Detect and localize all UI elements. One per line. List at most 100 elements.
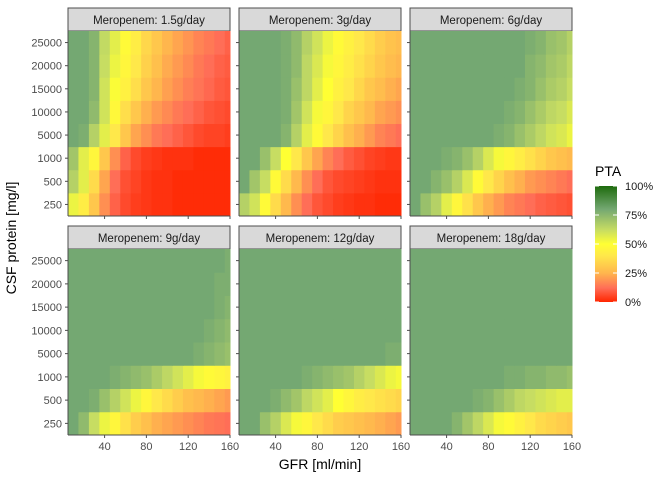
heatmap-tile xyxy=(270,54,282,78)
heatmap-tile xyxy=(141,31,153,55)
heatmap-tile xyxy=(259,249,271,273)
heatmap-tile xyxy=(270,31,282,55)
heatmap-tile xyxy=(68,411,79,436)
heatmap-tile xyxy=(291,77,303,101)
heatmap-tile xyxy=(514,365,526,389)
heatmap-tile xyxy=(545,272,557,296)
heatmap-tile xyxy=(535,54,547,78)
heatmap-tile xyxy=(524,54,536,78)
heatmap-tile xyxy=(249,31,261,55)
heatmap-tile xyxy=(322,249,334,273)
heatmap-tile xyxy=(364,411,376,436)
heatmap-tile xyxy=(88,146,100,171)
heatmap-tile xyxy=(493,318,505,343)
heatmap-tile xyxy=(151,123,163,148)
heatmap-tile xyxy=(535,123,547,148)
heatmap-tile xyxy=(385,77,397,101)
heatmap-tile xyxy=(203,169,215,194)
heatmap-tile xyxy=(472,365,484,389)
heatmap-tile xyxy=(99,318,111,343)
pta-legend: PTA 100% 75% 50% 25% 0% xyxy=(595,163,653,309)
legend-colorbar xyxy=(595,186,617,302)
heatmap-tile xyxy=(280,295,292,320)
heatmap-tile xyxy=(172,192,184,217)
heatmap-tile xyxy=(333,100,345,124)
heatmap-tile xyxy=(120,100,132,124)
heatmap-tile xyxy=(88,411,100,436)
heatmap-tile xyxy=(68,295,79,320)
heatmap-tile xyxy=(333,388,345,413)
heatmap-tile xyxy=(301,54,313,78)
heatmap-tile xyxy=(410,123,421,148)
heatmap-tile xyxy=(462,54,474,78)
heatmap-tile xyxy=(566,295,573,320)
heatmap-tile xyxy=(291,365,303,389)
heatmap-tile xyxy=(182,318,194,343)
heatmap-tile xyxy=(374,365,386,389)
heatmap-tile xyxy=(395,365,402,389)
heatmap-tile xyxy=(182,365,194,389)
heatmap-tile xyxy=(462,342,474,366)
heatmap-tile xyxy=(99,388,111,413)
heatmap-tile xyxy=(420,100,432,124)
heatmap-tile xyxy=(182,146,194,171)
heatmap-tile xyxy=(182,411,194,436)
heatmap-tile xyxy=(141,365,153,389)
heatmap-tile xyxy=(68,365,79,389)
heatmap-tile xyxy=(410,77,421,101)
heatmap-tile xyxy=(353,249,365,273)
heatmap-tile xyxy=(395,388,402,413)
heatmap-tile xyxy=(224,318,231,343)
heatmap-tile xyxy=(172,31,184,55)
heatmap-tile xyxy=(270,272,282,296)
heatmap-tile xyxy=(420,31,432,55)
heatmap-tile xyxy=(493,100,505,124)
heatmap-tile xyxy=(259,100,271,124)
heatmap-tile xyxy=(182,54,194,78)
heatmap-tile xyxy=(420,54,432,78)
heatmap-tile xyxy=(374,169,386,194)
heatmap-tile xyxy=(441,249,453,273)
heatmap-tile xyxy=(451,146,463,171)
heatmap-tile xyxy=(420,192,432,217)
heatmap-tile xyxy=(353,388,365,413)
heatmap-tile xyxy=(78,54,90,78)
heatmap-tile xyxy=(504,411,516,436)
x-tick-label: 40 xyxy=(269,441,281,453)
heatmap-tile xyxy=(312,54,324,78)
heatmap-tile xyxy=(88,365,100,389)
heatmap-tile xyxy=(333,318,345,343)
heatmap-tile xyxy=(364,192,376,217)
heatmap-tile xyxy=(270,342,282,366)
legend-tick-label: 100% xyxy=(625,181,653,193)
heatmap-tile xyxy=(88,100,100,124)
heatmap-tile xyxy=(566,365,573,389)
heatmap-tile xyxy=(451,192,463,217)
x-tick-label: 120 xyxy=(521,441,539,453)
heatmap-tile xyxy=(280,54,292,78)
heatmap-tile xyxy=(259,123,271,148)
heatmap-tile xyxy=(566,272,573,296)
heatmap-tile xyxy=(224,411,231,436)
heatmap-tile xyxy=(504,318,516,343)
heatmap-tile xyxy=(441,169,453,194)
heatmap-tile xyxy=(322,54,334,78)
heatmap-tile xyxy=(162,342,174,366)
heatmap-tile xyxy=(214,388,226,413)
heatmap-tile xyxy=(483,54,495,78)
heatmap-tile xyxy=(556,342,568,366)
heatmap-tile xyxy=(249,77,261,101)
heatmap-tile xyxy=(99,169,111,194)
y-tick-label: 1000 xyxy=(38,372,62,384)
heatmap-tile xyxy=(312,31,324,55)
heatmap-tile xyxy=(280,31,292,55)
facet-title: Meropenem: 12g/day xyxy=(266,233,375,245)
heatmap-tile xyxy=(451,54,463,78)
heatmap-tile xyxy=(322,146,334,171)
heatmap-tile xyxy=(430,342,442,366)
heatmap-tile xyxy=(291,192,303,217)
heatmap-tile xyxy=(68,318,79,343)
heatmap-tile xyxy=(395,249,402,273)
heatmap-tile xyxy=(322,100,334,124)
heatmap-tile xyxy=(364,31,376,55)
